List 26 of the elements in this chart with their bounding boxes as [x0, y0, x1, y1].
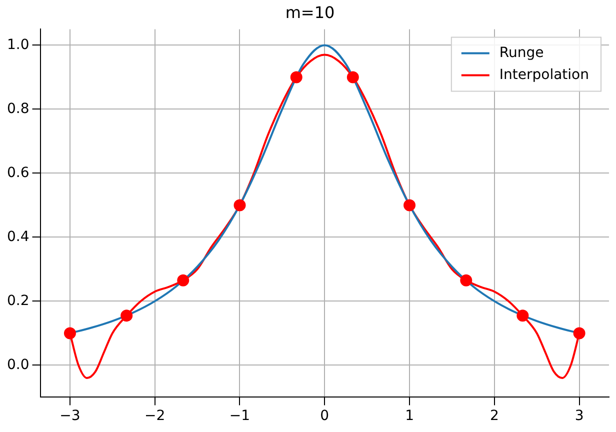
point — [64, 327, 76, 340]
y-tick-label: 1.0 — [7, 36, 30, 53]
point — [346, 71, 359, 84]
y-tick-label: 0.8 — [7, 100, 30, 117]
point — [234, 199, 246, 212]
y-tick-label: 0.0 — [7, 356, 30, 373]
x-tick-label: 0 — [320, 408, 330, 424]
point — [516, 310, 529, 322]
point — [177, 274, 190, 286]
legend-label: Interpolation — [499, 66, 590, 83]
point — [573, 327, 586, 340]
chart-title: m=10 — [285, 2, 335, 22]
x-tick-label: 3 — [574, 408, 584, 424]
x-tick-label: −1 — [229, 408, 250, 424]
y-tick-label: 0.4 — [7, 228, 30, 245]
y-tick-label: 0.2 — [7, 292, 30, 309]
x-tick-label: −2 — [144, 408, 166, 424]
x-tick-label: 2 — [490, 408, 499, 424]
x-tick-label: −3 — [60, 408, 80, 424]
x-tick-label: 1 — [405, 408, 414, 424]
point — [120, 310, 133, 322]
point — [460, 274, 472, 286]
y-tick-label: 0.6 — [7, 164, 30, 181]
point — [290, 71, 302, 84]
point — [404, 199, 416, 212]
legend-label: Runge — [499, 44, 544, 61]
